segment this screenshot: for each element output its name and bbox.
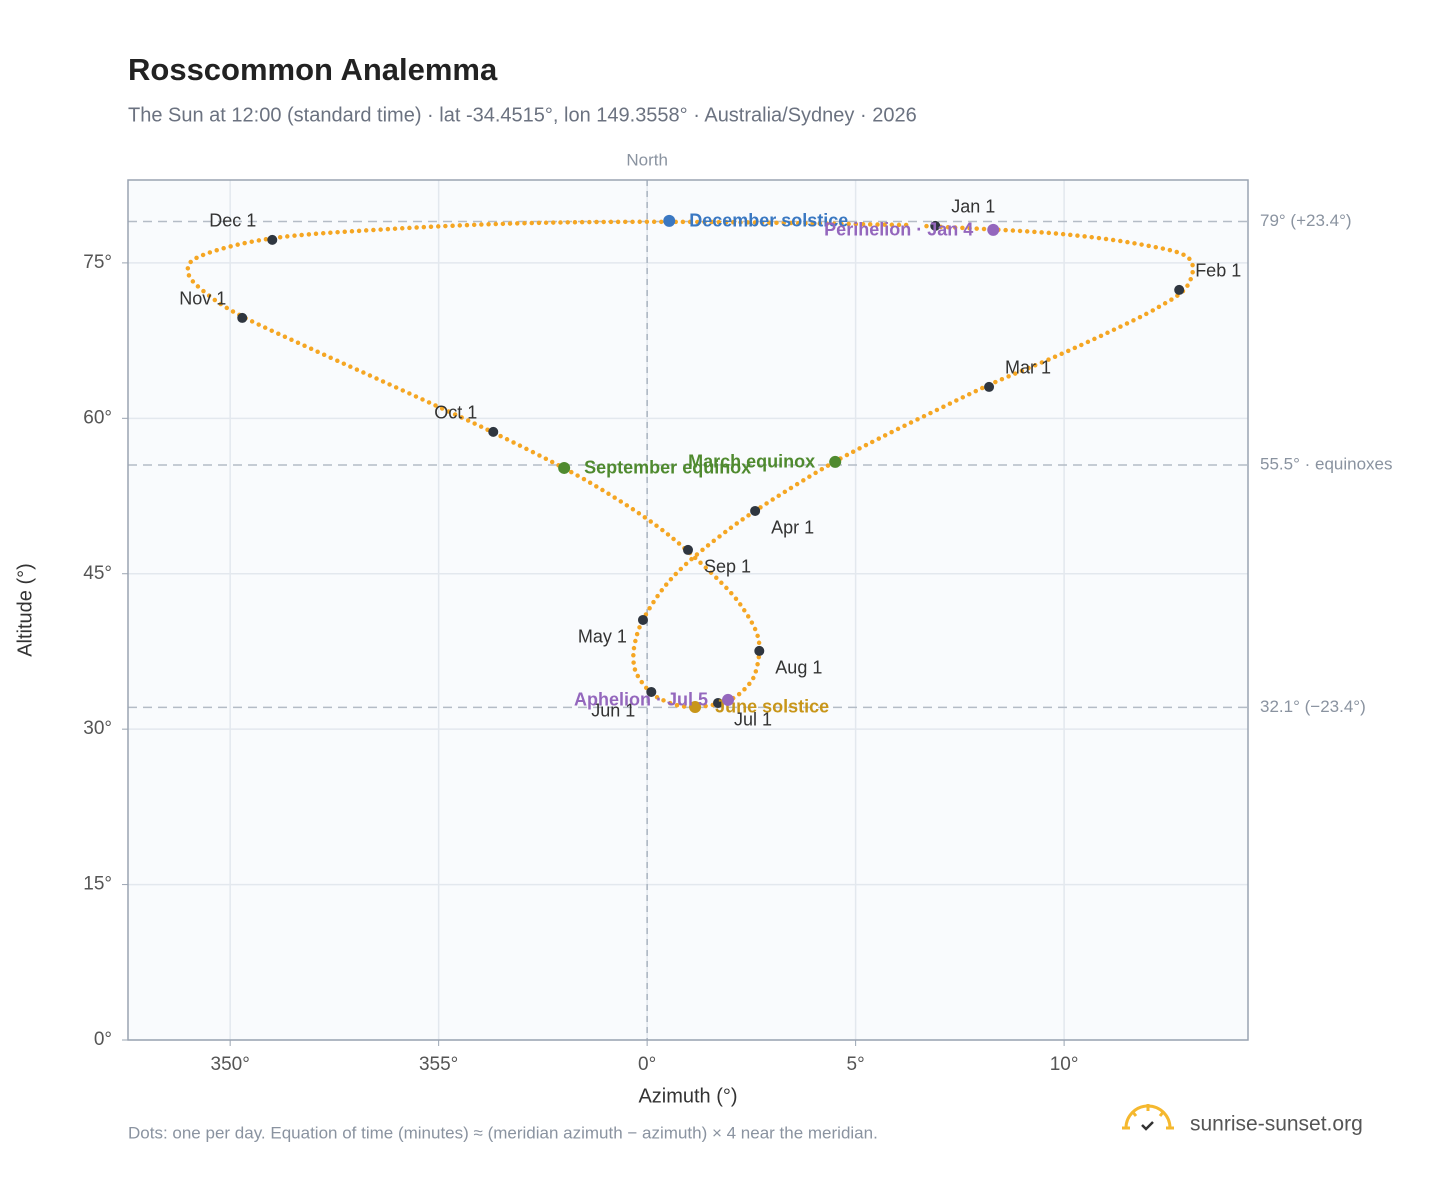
month-marker: [930, 220, 941, 231]
y-tick-label: 45°: [83, 563, 112, 584]
reference-label: 79° (+23.4°): [1260, 211, 1352, 230]
month-label: Jun 1: [591, 701, 635, 721]
month-marker: [267, 234, 278, 245]
month-marker: [488, 426, 499, 437]
month-label: Oct 1: [434, 403, 477, 423]
month-label: Aug 1: [775, 658, 822, 678]
month-marker: [713, 697, 724, 708]
event-label: Perihelion · Jan 4: [824, 220, 973, 240]
month-marker: [1174, 284, 1185, 295]
month-label: Dec 1: [209, 211, 256, 231]
y-tick-label: 60°: [83, 407, 112, 428]
y-tick-label: 30°: [83, 718, 112, 739]
month-label: Jul 1: [734, 710, 772, 730]
x-tick-label: 5°: [847, 1054, 865, 1075]
event-label: December solstice: [689, 211, 848, 231]
event-marker: [722, 693, 735, 706]
y-tick-label: 75°: [83, 252, 112, 273]
event-marker: [987, 223, 1000, 236]
month-label: Feb 1: [1195, 261, 1241, 281]
chart-title: Rosscommon Analemma: [128, 52, 498, 87]
reference-label: 32.1° (−23.4°): [1260, 697, 1366, 716]
daily-dots: [185, 219, 1196, 710]
brand-text: sunrise-sunset.org: [1190, 1113, 1363, 1136]
month-marker: [637, 614, 648, 625]
x-tick-label: 10°: [1050, 1054, 1079, 1075]
event-marker: [558, 461, 571, 474]
y-tick-label: 15°: [83, 874, 112, 895]
footnote: Dots: one per day. Equation of time (min…: [128, 1123, 878, 1142]
event-marker: [689, 700, 702, 713]
x-axis-title: Azimuth (°): [638, 1085, 737, 1107]
month-label: Mar 1: [1005, 358, 1051, 378]
month-marker: [683, 544, 693, 555]
plot-frame: [127, 179, 1249, 1041]
x-tick-label: 355°: [419, 1054, 458, 1075]
chart-subtitle: The Sun at 12:00 (standard time) · lat -…: [128, 104, 917, 126]
x-tick-label: 350°: [211, 1054, 250, 1075]
event-label: Aphelion · Jul 5: [574, 690, 708, 710]
y-axis-title: Altitude (°): [14, 563, 36, 657]
brand-logo: [1122, 1104, 1174, 1131]
month-marker: [237, 312, 248, 323]
y-tick-label: 0°: [94, 1029, 112, 1050]
x-tick-label: 0°: [638, 1054, 656, 1075]
event-marker: [829, 455, 842, 468]
event-label: March equinox: [688, 452, 815, 472]
month-label: Sep 1: [704, 557, 751, 577]
meridian-label: North: [626, 150, 668, 169]
month-label: Jan 1: [951, 197, 995, 217]
event-label: September equinox: [584, 458, 751, 478]
reference-label: 55.5° · equinoxes: [1260, 454, 1393, 473]
month-label: May 1: [578, 627, 627, 647]
month-marker: [646, 686, 657, 697]
event-marker: [663, 214, 676, 227]
month-marker: [750, 505, 761, 516]
month-marker: [754, 645, 765, 656]
event-label: June solstice: [715, 697, 829, 717]
month-label: Nov 1: [179, 289, 226, 309]
month-label: Apr 1: [771, 518, 814, 538]
month-marker: [984, 381, 995, 392]
plot-area: [128, 180, 1248, 1040]
